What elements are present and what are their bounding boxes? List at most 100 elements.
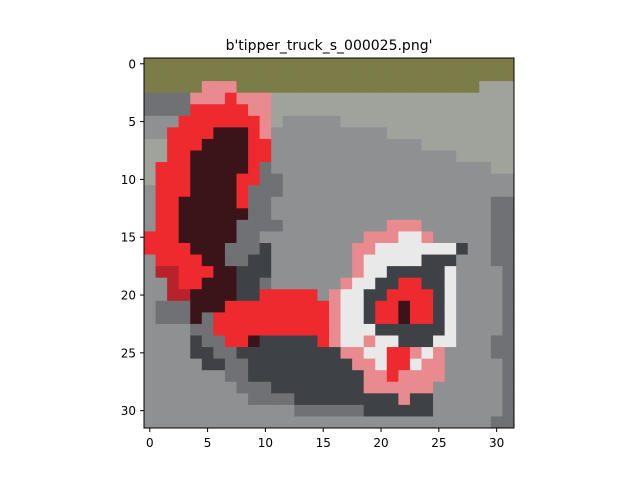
- image-pixel: [502, 323, 515, 336]
- image-pixel: [201, 138, 214, 151]
- image-pixel: [282, 104, 295, 117]
- image-pixel: [479, 138, 492, 151]
- image-pixel: [398, 277, 411, 290]
- image-pixel: [167, 335, 180, 348]
- image-pixel: [467, 289, 480, 302]
- image-pixel: [329, 266, 341, 279]
- image-pixel: [433, 381, 446, 394]
- image-pixel: [190, 416, 203, 429]
- image-pixel: [456, 266, 469, 279]
- image-pixel: [271, 347, 284, 360]
- image-pixel: [224, 277, 237, 290]
- image-pixel: [224, 92, 237, 105]
- image-pixel: [178, 219, 191, 232]
- image-pixel: [155, 300, 168, 313]
- image-pixel: [305, 81, 318, 94]
- image-pixel: [155, 381, 168, 394]
- image-pixel: [398, 81, 411, 94]
- image-pixel: [155, 404, 168, 417]
- image-pixel: [144, 266, 156, 279]
- image-pixel: [167, 277, 180, 290]
- image-pixel: [386, 58, 399, 70]
- image-pixel: [259, 81, 272, 94]
- image-pixel: [386, 404, 399, 417]
- image-pixel: [271, 416, 284, 429]
- image-pixel: [456, 150, 469, 163]
- image-pixel: [456, 323, 469, 336]
- image-pixel: [201, 289, 214, 302]
- image-pixel: [386, 208, 399, 221]
- image-pixel: [305, 231, 318, 244]
- image-pixel: [433, 266, 446, 279]
- image-pixel: [340, 104, 353, 117]
- image-pixel: [409, 138, 422, 151]
- image-pixel: [375, 196, 388, 209]
- image-pixel: [398, 185, 411, 198]
- image-pixel: [305, 162, 318, 175]
- image-pixel: [479, 266, 492, 279]
- image-pixel: [467, 208, 480, 221]
- image-pixel: [248, 58, 261, 70]
- image-pixel: [213, 92, 226, 105]
- image-pixel: [409, 127, 422, 140]
- image-pixel: [236, 381, 249, 394]
- image-pixel: [340, 208, 353, 221]
- image-pixel: [248, 138, 261, 151]
- image-pixel: [340, 69, 353, 82]
- image-pixel: [467, 358, 480, 371]
- image-pixel: [248, 370, 261, 383]
- image-pixel: [259, 69, 272, 82]
- image-pixel: [352, 370, 365, 383]
- image-pixel: [433, 138, 446, 151]
- image-pixel: [352, 243, 365, 255]
- image-pixel: [317, 138, 330, 151]
- image-pixel: [282, 219, 295, 232]
- image-pixel: [282, 358, 295, 371]
- image-pixel: [271, 81, 284, 94]
- image-pixel: [444, 219, 457, 232]
- image-pixel: [456, 393, 469, 406]
- image-pixel: [479, 196, 492, 209]
- image-pixel: [259, 404, 272, 417]
- image-pixel: [190, 381, 203, 394]
- image-pixel: [479, 231, 492, 244]
- image-pixel: [144, 254, 156, 267]
- image-pixel: [224, 312, 237, 325]
- image-pixel: [282, 323, 295, 336]
- image-pixel: [433, 335, 446, 348]
- image-pixel: [294, 358, 307, 371]
- image-pixel: [502, 404, 515, 417]
- image-pixel: [421, 58, 434, 70]
- x-tick-label: 5: [204, 436, 212, 450]
- image-pixel: [490, 381, 503, 394]
- image-pixel: [433, 104, 446, 117]
- image-pixel: [201, 69, 214, 82]
- image-pixel: [144, 173, 156, 186]
- image-pixel: [386, 92, 399, 105]
- image-pixel: [502, 277, 515, 290]
- image-pixel: [444, 69, 457, 82]
- image-pixel: [352, 323, 365, 336]
- image-pixel: [190, 104, 203, 117]
- image-pixel: [467, 231, 480, 244]
- image-pixel: [409, 243, 422, 255]
- image-pixel: [467, 277, 480, 290]
- image-pixel: [178, 196, 191, 209]
- image-pixel: [490, 243, 503, 255]
- image-pixel: [329, 231, 341, 244]
- image-pixel: [190, 358, 203, 371]
- image-pixel: [363, 404, 376, 417]
- image-pixel: [352, 358, 365, 371]
- image-pixel: [190, 404, 203, 417]
- image-pixel: [329, 312, 341, 325]
- image-pixel: [398, 173, 411, 186]
- image-pixel: [190, 393, 203, 406]
- image-pixel: [178, 381, 191, 394]
- image-pixel: [259, 370, 272, 383]
- image-pixel: [386, 347, 399, 360]
- image-pixel: [167, 370, 180, 383]
- image-pixel: [433, 69, 446, 82]
- image-pixel: [386, 81, 399, 94]
- image-pixel: [421, 81, 434, 94]
- image-pixel: [305, 138, 318, 151]
